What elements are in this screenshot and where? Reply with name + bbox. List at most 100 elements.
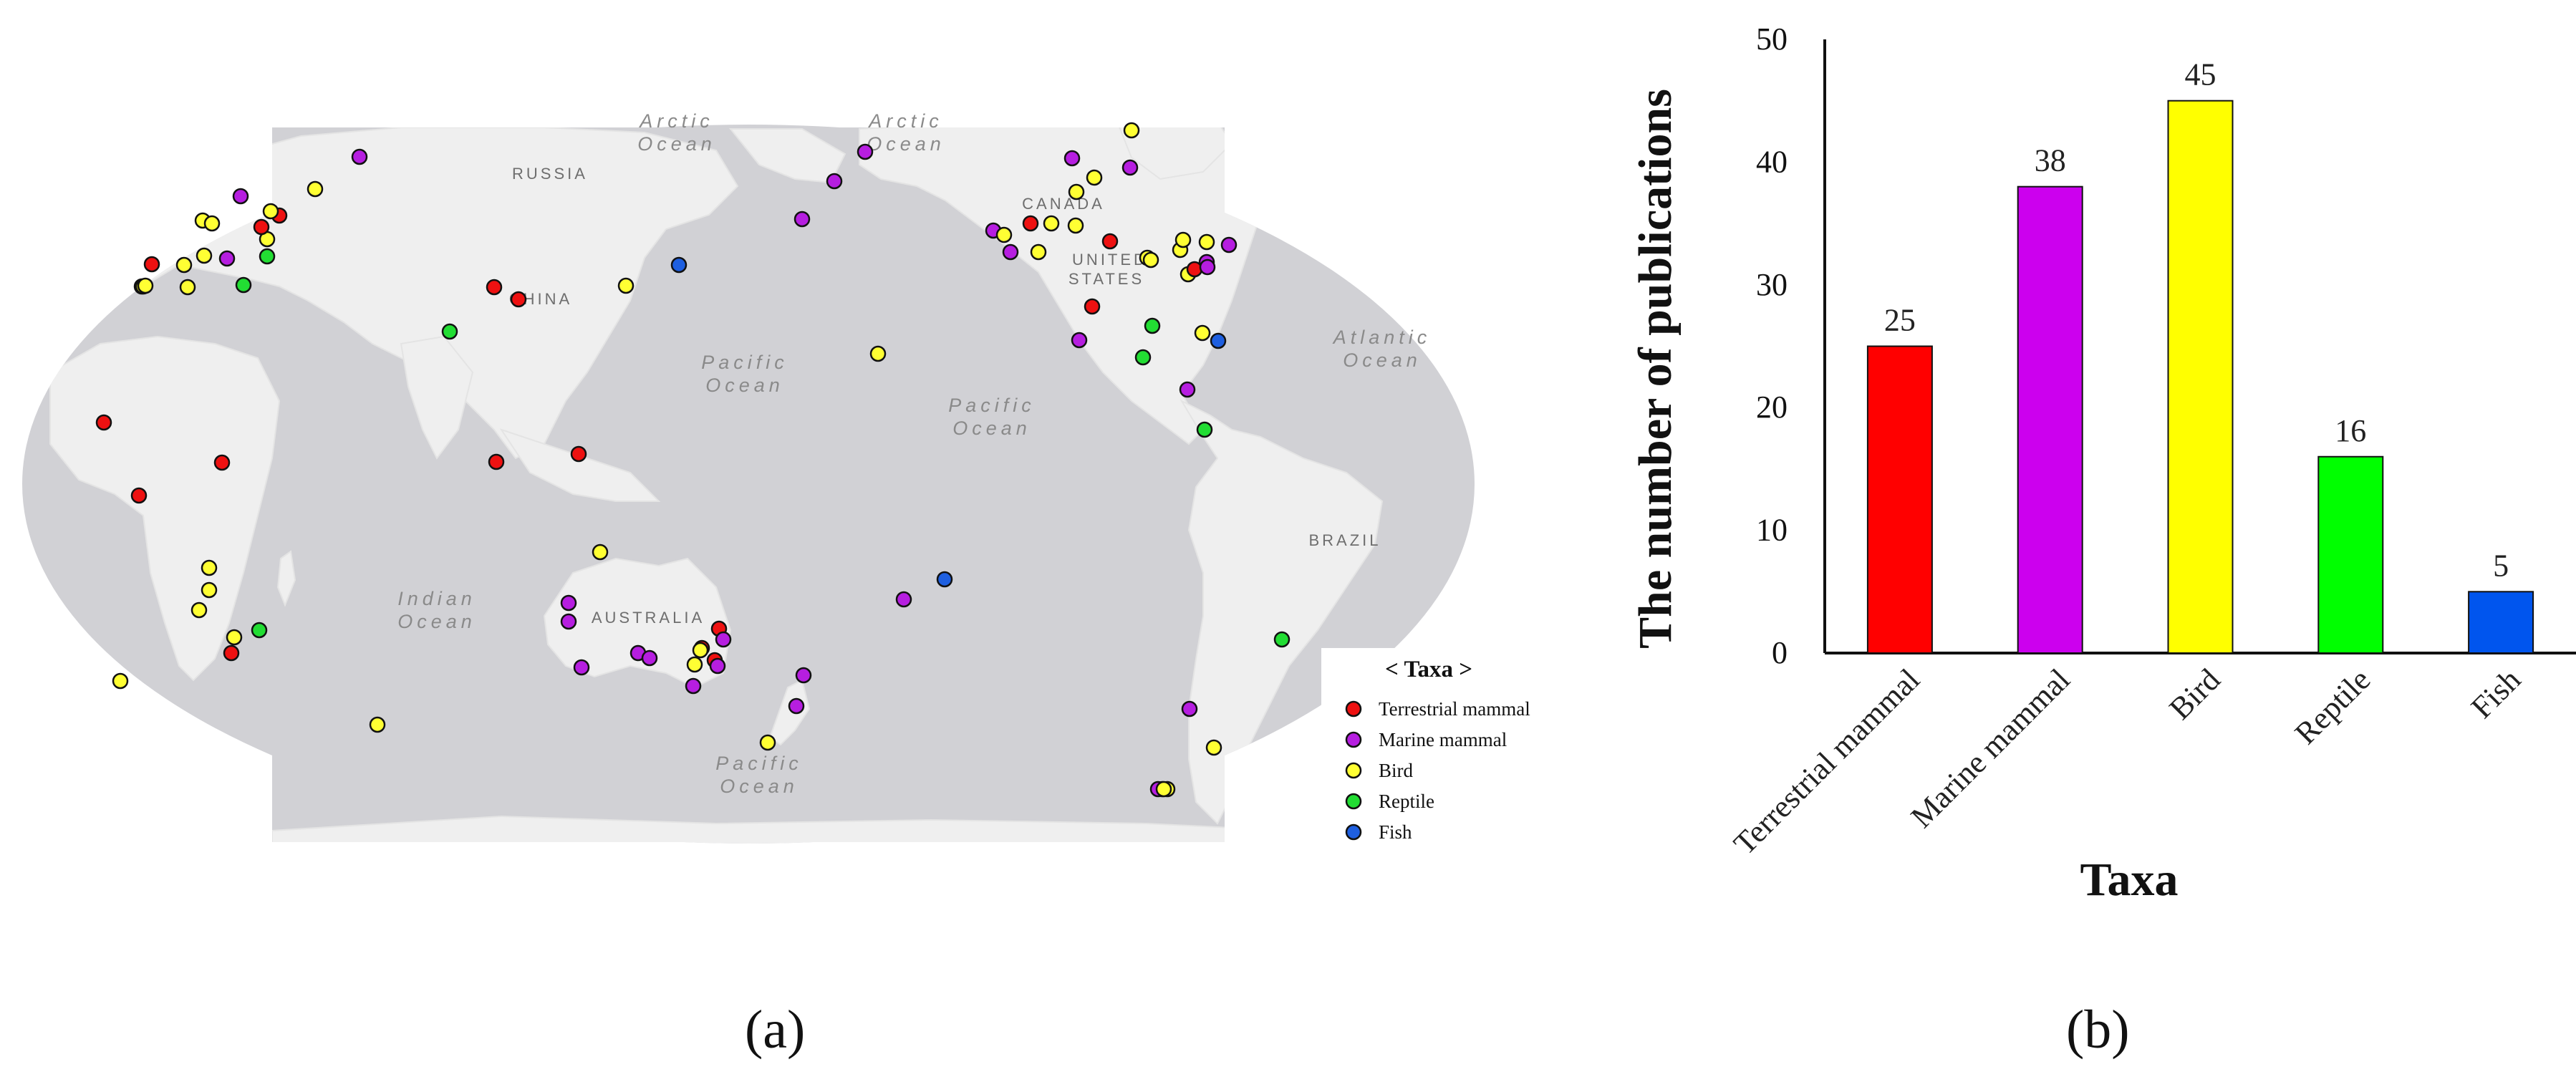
- map-point: [112, 672, 129, 690]
- legend-label: Bird: [1379, 760, 1414, 781]
- map-point: [1084, 298, 1101, 315]
- map-point: [1067, 217, 1084, 234]
- map-point: [1121, 159, 1139, 176]
- map-point: [218, 250, 236, 267]
- map-point: [175, 256, 193, 274]
- legend-swatch: [1345, 823, 1362, 841]
- y-tick-label: 0: [1772, 635, 1788, 670]
- map-point: [1068, 183, 1085, 200]
- data-label: 5: [2493, 548, 2509, 583]
- map-point: [486, 279, 503, 296]
- map-point: [259, 248, 276, 265]
- map-point: [1063, 150, 1081, 167]
- map-point: [143, 256, 160, 273]
- legend-label: Marine mammal: [1379, 729, 1507, 750]
- map-point: [670, 256, 688, 274]
- map-point: [369, 716, 386, 733]
- y-tick-label: 10: [1756, 513, 1788, 548]
- map-point: [1220, 236, 1238, 253]
- x-tick-label: Terrestrial mammal: [1727, 662, 1926, 861]
- map-point: [617, 277, 635, 294]
- y-tick-label: 20: [1756, 390, 1788, 425]
- map-point: [795, 667, 812, 684]
- map-point: [995, 226, 1013, 243]
- map-point: [560, 613, 577, 630]
- map-point: [137, 277, 154, 294]
- legend-swatch: [1345, 700, 1362, 717]
- bar: [2317, 455, 2384, 654]
- country-labels: RUSSIACHINACANADAUNITEDSTATESAUSTRALIABR…: [509, 165, 1381, 627]
- country-label: BRAZIL: [1308, 531, 1381, 549]
- ocean-label: Ocean: [637, 133, 716, 155]
- world-map: ArcticOceanArcticOceanPacificOceanPacifi…: [22, 110, 1558, 844]
- map-point: [1210, 332, 1227, 349]
- legend-title: < Taxa >: [1385, 657, 1472, 682]
- country-label: AUSTRALIA: [592, 609, 705, 627]
- map-point: [307, 180, 324, 198]
- map-point: [759, 734, 776, 751]
- map-point: [1043, 215, 1060, 232]
- map-point: [641, 649, 658, 667]
- x-tick-label: Bird: [2163, 662, 2227, 726]
- ocean-label: Pacific: [715, 753, 803, 774]
- map-point: [262, 203, 279, 220]
- data-label: 45: [2185, 57, 2216, 92]
- bar-chart: 0 10 20 30 40 50 25 Terrestrial mammal 38 Marine …: [1629, 21, 2576, 906]
- ocean-label: Ocean: [867, 133, 945, 155]
- legend-swatch: [1345, 731, 1362, 748]
- ocean-label: Ocean: [397, 611, 476, 632]
- map-point: [1155, 781, 1172, 798]
- y-axis-title: The number of publications: [1629, 89, 1682, 649]
- map-point: [692, 642, 709, 659]
- map-point: [1022, 215, 1039, 232]
- map-point: [686, 656, 703, 673]
- map-point: [1194, 324, 1211, 342]
- legend-label: Reptile: [1379, 791, 1434, 812]
- country-label: STATES: [1068, 270, 1144, 288]
- map-point: [251, 622, 268, 639]
- map-point: [1196, 421, 1213, 438]
- ocean-label: Indian: [397, 588, 476, 609]
- map-point: [488, 453, 505, 470]
- panel-label-a: (a): [745, 1000, 806, 1060]
- data-label: 25: [1884, 303, 1916, 338]
- map-point: [788, 697, 805, 715]
- data-label: 38: [2035, 143, 2066, 178]
- x-tick-label: Fish: [2464, 662, 2527, 725]
- y-tick-label: 30: [1756, 267, 1788, 302]
- ocean-label: Atlantic: [1332, 327, 1432, 348]
- bar: [2167, 100, 2234, 654]
- legend-swatch: [1345, 762, 1362, 779]
- map-point: [441, 323, 458, 340]
- ocean-label: Ocean: [705, 375, 784, 396]
- map-point: [592, 543, 609, 561]
- map-point: [1030, 243, 1047, 261]
- map-point: [253, 218, 270, 236]
- map-point: [573, 659, 590, 676]
- map-point: [685, 677, 702, 695]
- map-point: [201, 581, 218, 599]
- bar: [1866, 345, 1933, 654]
- map-point: [1134, 349, 1152, 366]
- map-point: [223, 644, 240, 662]
- map-point: [203, 215, 221, 232]
- map-point: [510, 291, 527, 308]
- x-tick-label: Marine mammal: [1904, 662, 2077, 834]
- ocean-label: Arctic: [867, 110, 943, 132]
- bar: [2017, 185, 2083, 654]
- ocean-label: Ocean: [1343, 349, 1422, 371]
- map-point: [1174, 231, 1192, 248]
- map-point: [190, 601, 208, 619]
- ocean-label: Arctic: [638, 110, 714, 132]
- map-point: [196, 247, 213, 264]
- map-point: [235, 276, 252, 294]
- map-point: [1101, 233, 1119, 250]
- ocean-label: Ocean: [720, 775, 799, 797]
- map-point: [1205, 739, 1222, 756]
- map-point: [1198, 233, 1215, 251]
- y-tick-label: 40: [1756, 144, 1788, 179]
- country-label: UNITED: [1072, 251, 1148, 269]
- legend-swatch: [1345, 793, 1362, 810]
- map-point: [715, 631, 732, 648]
- map-legend: < Taxa > Terrestrial mammal Marine mammal…: [1321, 648, 1558, 843]
